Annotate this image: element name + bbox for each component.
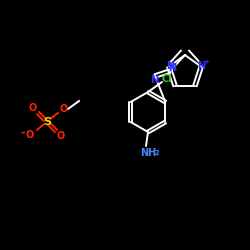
Text: NH: NH xyxy=(140,148,156,158)
Text: N: N xyxy=(197,61,205,71)
Text: +: + xyxy=(203,59,209,65)
Text: O: O xyxy=(29,103,37,113)
Text: N: N xyxy=(166,61,174,71)
Text: -: - xyxy=(21,128,25,138)
Text: S: S xyxy=(43,117,51,127)
Text: O: O xyxy=(26,130,34,140)
Text: N: N xyxy=(168,63,176,73)
Text: O: O xyxy=(60,104,68,114)
Text: Cl: Cl xyxy=(162,74,172,84)
Text: 2: 2 xyxy=(154,150,160,156)
Text: O: O xyxy=(57,131,65,141)
Text: N: N xyxy=(150,75,158,85)
